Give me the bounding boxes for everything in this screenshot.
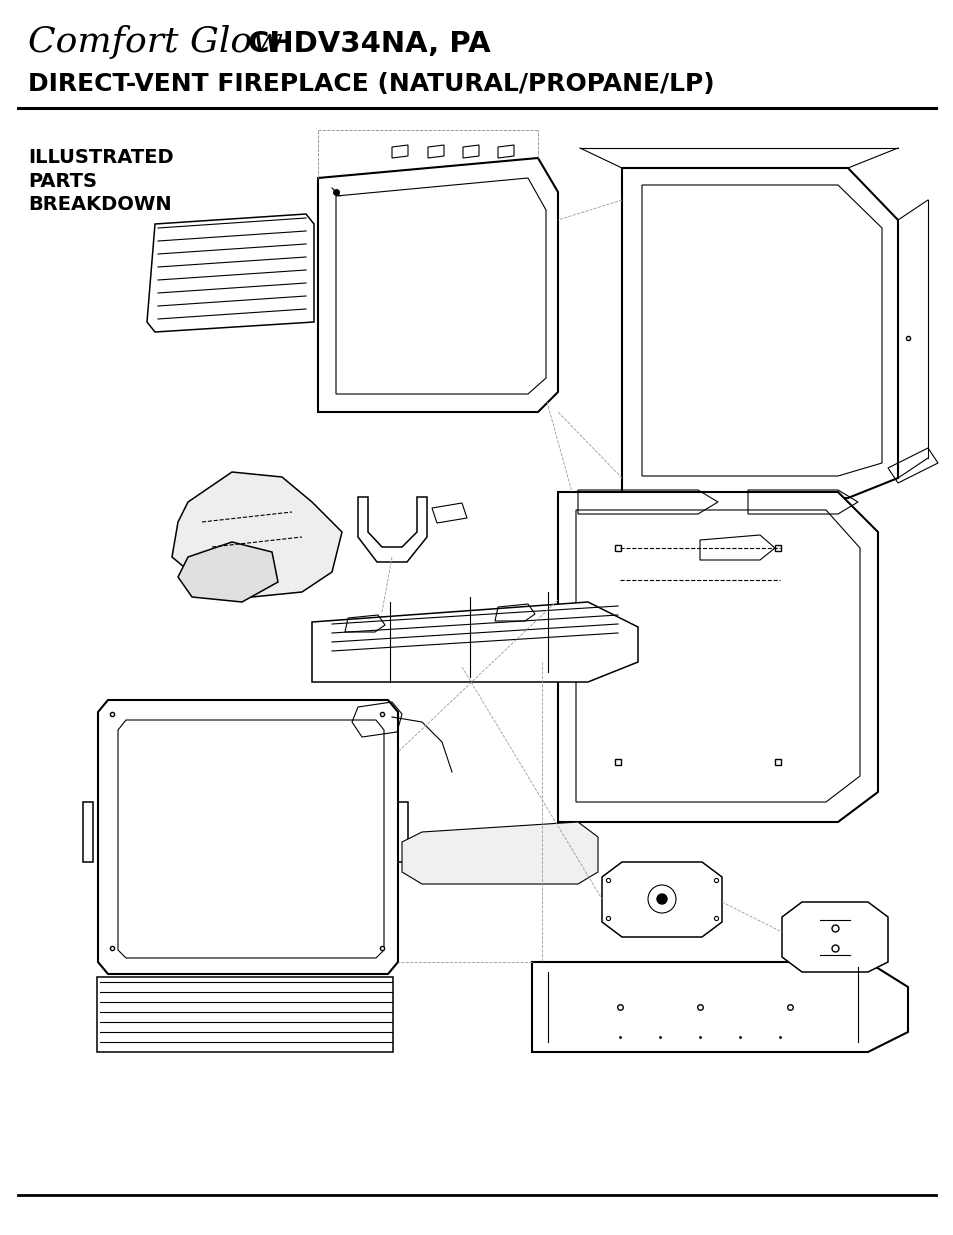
Polygon shape bbox=[601, 862, 721, 937]
Polygon shape bbox=[312, 601, 638, 682]
Polygon shape bbox=[781, 902, 887, 972]
Polygon shape bbox=[558, 492, 877, 823]
Polygon shape bbox=[532, 962, 907, 1052]
Polygon shape bbox=[178, 542, 277, 601]
Polygon shape bbox=[172, 472, 341, 597]
Polygon shape bbox=[357, 496, 427, 562]
Text: DIRECT-VENT FIREPLACE (NATURAL/PROPANE/LP): DIRECT-VENT FIREPLACE (NATURAL/PROPANE/L… bbox=[28, 72, 714, 96]
Circle shape bbox=[657, 894, 666, 904]
Polygon shape bbox=[317, 158, 558, 412]
Polygon shape bbox=[401, 823, 598, 884]
Text: Comfort Glow: Comfort Glow bbox=[28, 25, 283, 59]
Polygon shape bbox=[621, 168, 897, 498]
Polygon shape bbox=[98, 700, 397, 974]
Text: CHDV34NA, PA: CHDV34NA, PA bbox=[248, 30, 490, 58]
Text: ILLUSTRATED
PARTS
BREAKDOWN: ILLUSTRATED PARTS BREAKDOWN bbox=[28, 148, 173, 214]
